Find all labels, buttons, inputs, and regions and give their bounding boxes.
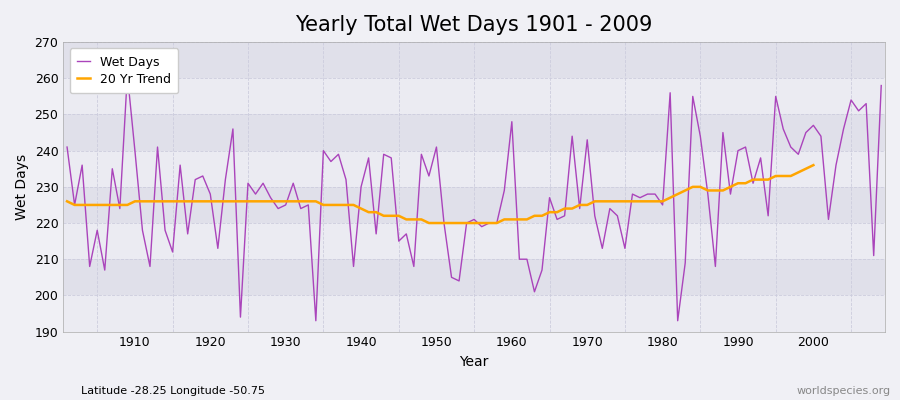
Line: 20 Yr Trend: 20 Yr Trend [68, 165, 814, 223]
Text: worldspecies.org: worldspecies.org [796, 386, 891, 396]
Bar [63, 114, 885, 151]
Wet Days [62, 145, 73, 150]
Y-axis label: Wet Days: Wet Days [15, 154, 29, 220]
Bar [63, 259, 885, 295]
20 Yr Trend [205, 199, 216, 204]
Bar [63, 223, 885, 259]
Wet Days [514, 257, 525, 262]
Bar [63, 42, 885, 78]
20 Yr Trend [755, 177, 766, 182]
Wet Days [130, 148, 140, 153]
Bar [63, 151, 885, 187]
Wet Days [521, 257, 532, 262]
Wet Days [612, 213, 623, 218]
Wet Days [295, 206, 306, 211]
Wet Days [122, 72, 133, 77]
Title: Yearly Total Wet Days 1901 - 2009: Yearly Total Wet Days 1901 - 2009 [295, 15, 652, 35]
Wet Days [310, 318, 321, 323]
20 Yr Trend [808, 163, 819, 168]
20 Yr Trend [424, 221, 435, 226]
Bar [63, 187, 885, 223]
20 Yr Trend [778, 174, 788, 178]
Wet Days [876, 83, 886, 88]
20 Yr Trend [454, 221, 464, 226]
Legend: Wet Days, 20 Yr Trend: Wet Days, 20 Yr Trend [69, 48, 178, 93]
Line: Wet Days: Wet Days [68, 75, 881, 321]
20 Yr Trend [514, 217, 525, 222]
Wet Days [348, 264, 359, 269]
Bar [63, 78, 885, 114]
20 Yr Trend [62, 199, 73, 204]
Bar [63, 295, 885, 332]
20 Yr Trend [235, 199, 246, 204]
X-axis label: Year: Year [460, 355, 489, 369]
Text: Latitude -28.25 Longitude -50.75: Latitude -28.25 Longitude -50.75 [81, 386, 265, 396]
